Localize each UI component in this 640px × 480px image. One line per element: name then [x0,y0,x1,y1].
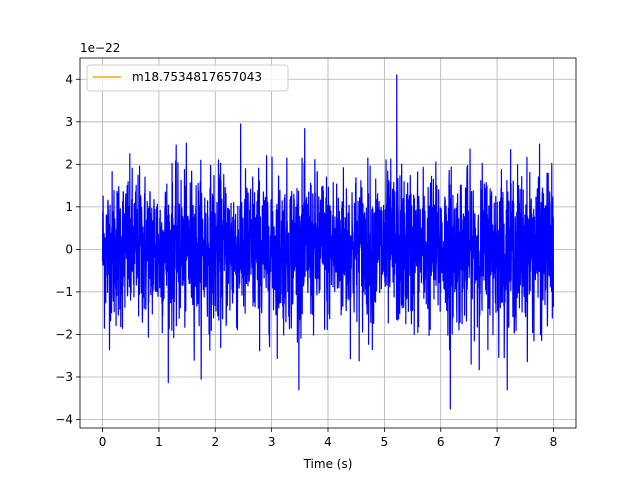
x-tick-label: 2 [211,435,219,449]
x-tick-label: 5 [381,435,389,449]
y-tick-label: 2 [65,157,73,171]
y-tick-label: −1 [55,285,73,299]
y-tick-label: 4 [65,72,73,86]
y-offset-label: 1e−22 [80,41,120,55]
x-tick-label: 4 [324,435,332,449]
x-tick-label: 7 [493,435,501,449]
y-axis: −4 −3 −2 −1 0 1 2 3 4 [55,72,80,426]
y-tick-label: 0 [65,242,73,256]
x-tick-label: 0 [99,435,107,449]
x-tick-label: 1 [155,435,163,449]
axes-frame [79,57,577,429]
series-layer [101,74,555,410]
x-axis: 0 1 2 3 4 5 6 7 8 [99,428,558,449]
y-tick-label: 3 [65,115,73,129]
legend-label: m18.7534817657043 [132,70,262,84]
y-tick-label: 1 [65,200,73,214]
y-tick-label: −4 [55,412,73,426]
y-tick-label: −2 [55,327,73,341]
x-tick-label: 8 [550,435,558,449]
y-tick-label: −3 [55,370,73,384]
x-tick-label: 3 [268,435,276,449]
legend-box [86,64,289,92]
x-axis-label: Time (s) [303,457,353,471]
series-line [101,74,555,410]
x-tick-label: 6 [437,435,445,449]
legend: m18.7534817657043 [86,64,289,92]
